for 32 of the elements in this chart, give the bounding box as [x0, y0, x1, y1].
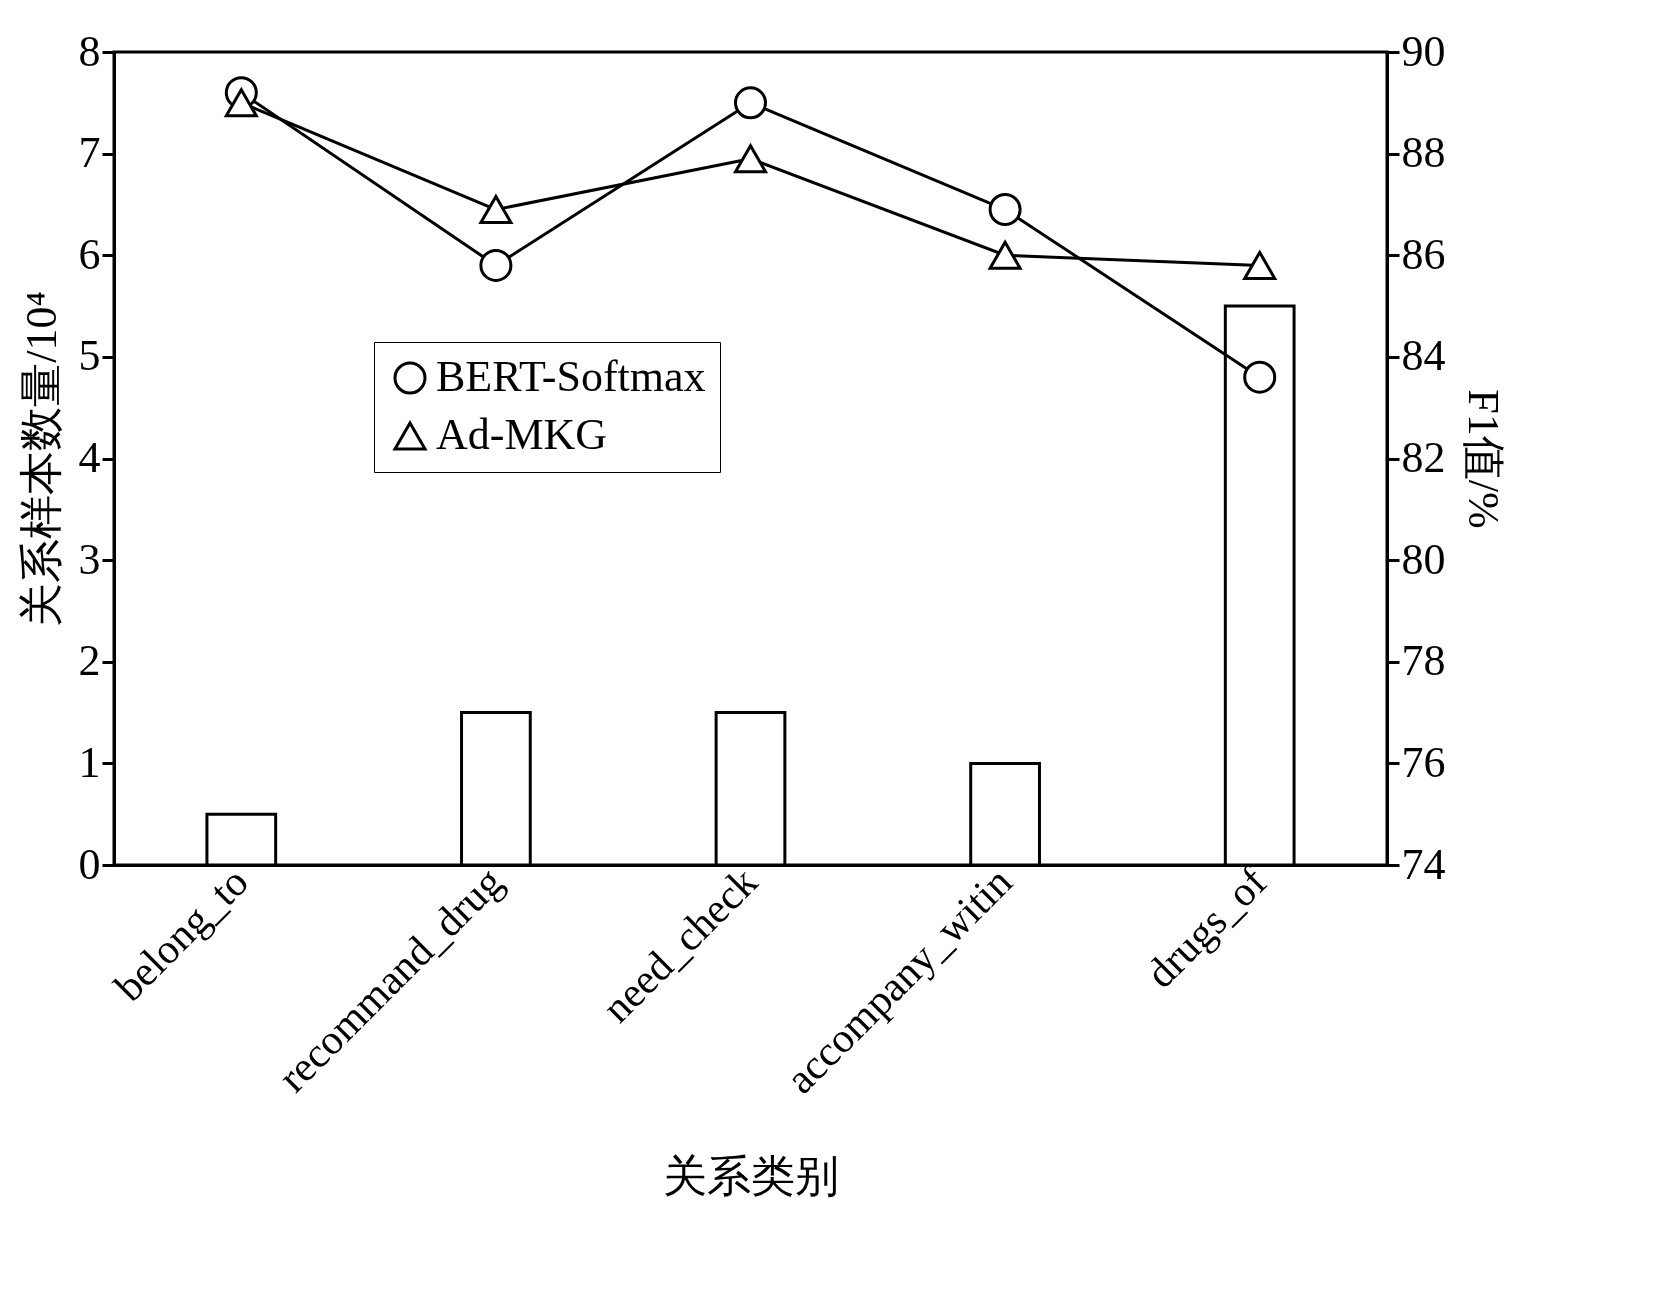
y-tick-label: 3	[78, 534, 101, 584]
y2-tick-label: 76	[1401, 737, 1446, 787]
y2-tick-label: 84	[1401, 331, 1446, 381]
point	[734, 86, 767, 120]
y2-tick-label: 78	[1401, 636, 1446, 686]
y2-axis-title: F1值/%	[1458, 389, 1508, 529]
point	[479, 248, 513, 282]
point	[1243, 360, 1277, 394]
y-axis-title: 关系样本数量/10⁴	[16, 291, 66, 627]
point	[988, 193, 1022, 226]
y2-tick-label: 86	[1401, 229, 1446, 279]
y-tick-label: 6	[78, 229, 101, 279]
point	[479, 195, 513, 225]
y-tick-label: 2	[78, 636, 101, 686]
x-axis-title: 关系类别	[663, 1151, 839, 1201]
y2-tick-label: 80	[1401, 534, 1446, 584]
y2-tick-label: 82	[1401, 433, 1446, 482]
y2-tick-label: 74	[1401, 839, 1446, 889]
y-tick-label: 1	[78, 737, 101, 787]
y-tick-label: 5	[78, 331, 101, 381]
y2-tick-label: 88	[1401, 128, 1446, 178]
y-tick-label: 0	[78, 839, 101, 889]
y-tick-label: 7	[78, 128, 101, 178]
point	[224, 88, 258, 118]
y-tick-label: 8	[78, 26, 101, 76]
point	[734, 144, 767, 174]
y2-tick-label: 90	[1401, 26, 1446, 76]
point	[1243, 250, 1277, 280]
legend-label: Ad-MKG	[436, 410, 608, 459]
point	[988, 240, 1022, 270]
legend-label: BERT-Softmax	[436, 352, 706, 401]
y-tick-label: 4	[78, 433, 101, 482]
